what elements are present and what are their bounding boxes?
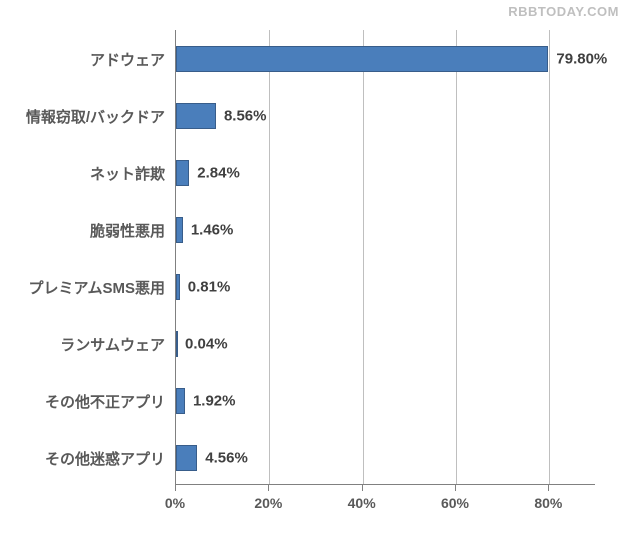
bar: 79.80%	[176, 46, 595, 72]
bar-value-label: 1.46%	[191, 222, 234, 239]
bar-fill	[176, 103, 216, 129]
x-tick-mark	[455, 485, 456, 491]
bar: 8.56%	[176, 103, 595, 129]
bar-value-label: 1.92%	[193, 393, 236, 410]
bar-value-label: 4.56%	[205, 450, 248, 467]
category-label: その他迷惑アプリ	[5, 448, 165, 469]
bar-chart: 79.80% 8.56% 2.84% 1.46% 0.81% 0.04% 1.92% 4.56…	[175, 30, 595, 485]
x-tick-mark	[175, 485, 176, 491]
x-tick-mark	[268, 485, 269, 491]
x-tick-label: 80%	[534, 495, 562, 511]
x-tick-label: 0%	[165, 495, 185, 511]
bar-value-label: 79.80%	[556, 51, 607, 68]
category-label: 脆弱性悪用	[5, 220, 165, 241]
gridline	[363, 30, 364, 484]
x-tick-mark	[362, 485, 363, 491]
x-tick-label: 20%	[254, 495, 282, 511]
bar: 2.84%	[176, 160, 595, 186]
bar: 4.56%	[176, 445, 595, 471]
category-label: プレミアムSMS悪用	[5, 277, 165, 298]
gridline	[456, 30, 457, 484]
category-label: その他不正アプリ	[5, 391, 165, 412]
category-label: ネット詐欺	[5, 163, 165, 184]
bar-fill	[176, 160, 189, 186]
bar-fill	[176, 445, 197, 471]
bar-value-label: 2.84%	[197, 165, 240, 182]
bar: 1.92%	[176, 388, 595, 414]
bar: 0.81%	[176, 274, 595, 300]
watermark-text: RBBTODAY.COM	[508, 4, 619, 19]
bar-fill	[176, 217, 183, 243]
gridline	[269, 30, 270, 484]
plot-area: 79.80% 8.56% 2.84% 1.46% 0.81% 0.04% 1.92% 4.56…	[175, 30, 595, 485]
bar-fill	[176, 388, 185, 414]
bar-value-label: 0.81%	[188, 279, 231, 296]
bar-value-label: 0.04%	[185, 336, 228, 353]
bar-fill	[176, 274, 180, 300]
bar-value-label: 8.56%	[224, 108, 267, 125]
x-tick-label: 40%	[348, 495, 376, 511]
bar-fill	[176, 46, 548, 72]
category-label: ランサムウェア	[5, 334, 165, 355]
gridline	[549, 30, 550, 484]
bar: 1.46%	[176, 217, 595, 243]
bar: 0.04%	[176, 331, 595, 357]
x-tick-mark	[548, 485, 549, 491]
bar-fill	[176, 331, 178, 357]
category-label: 情報窃取/バックドア	[5, 106, 165, 127]
x-tick-label: 60%	[441, 495, 469, 511]
category-label: アドウェア	[5, 49, 165, 70]
